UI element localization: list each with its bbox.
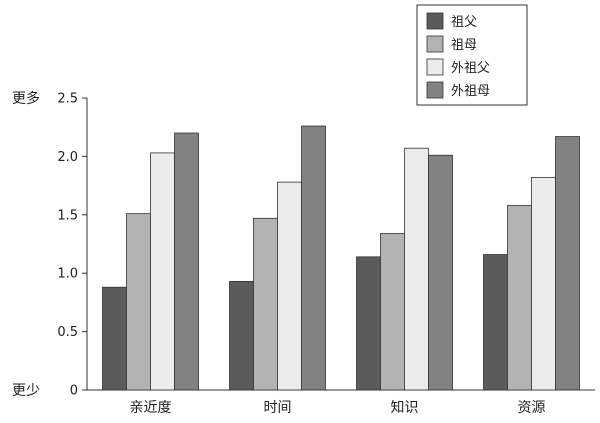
bar xyxy=(277,181,302,391)
legend-swatch xyxy=(426,58,444,76)
y-tick-label: 2.5 xyxy=(57,92,78,107)
y-tick-label: 1.0 xyxy=(57,267,78,282)
bar xyxy=(404,147,429,391)
bar xyxy=(356,256,381,391)
y-tick-label: 2.0 xyxy=(57,150,78,165)
bar xyxy=(253,217,278,391)
legend-swatch xyxy=(426,12,444,30)
legend-label: 外祖父 xyxy=(451,61,490,76)
legend-label: 祖母 xyxy=(451,38,477,53)
x-category-label: 亲近度 xyxy=(130,400,172,416)
bar xyxy=(507,205,532,391)
bar xyxy=(174,132,199,391)
bar xyxy=(428,154,453,391)
bar xyxy=(229,280,254,391)
legend-label: 外祖母 xyxy=(451,84,490,99)
bar xyxy=(483,254,508,391)
bar xyxy=(531,177,556,391)
y-tick-label: 0 xyxy=(70,384,78,399)
bar xyxy=(380,233,405,391)
y-tick-label: 0.5 xyxy=(57,325,78,340)
y-tick-label: 1.5 xyxy=(57,208,78,223)
x-categories: 亲近度 时间 知识 资源 xyxy=(130,399,546,416)
bar xyxy=(555,136,580,391)
x-category-label: 时间 xyxy=(264,400,292,416)
bar xyxy=(126,213,151,391)
y-ticks: 0 0.5 1.0 1.5 2.0 2.5 xyxy=(57,92,87,399)
bar xyxy=(301,125,326,391)
y-low-label: 更少 xyxy=(12,383,40,399)
legend-swatch xyxy=(426,81,444,99)
bar xyxy=(102,286,127,391)
legend-swatch xyxy=(426,35,444,53)
x-category-label: 知识 xyxy=(391,399,419,416)
legend-label: 祖父 xyxy=(451,15,477,30)
bar xyxy=(150,152,175,391)
x-category-label: 资源 xyxy=(518,400,546,416)
y-high-label: 更多 xyxy=(12,90,40,107)
bars-group xyxy=(102,125,580,391)
